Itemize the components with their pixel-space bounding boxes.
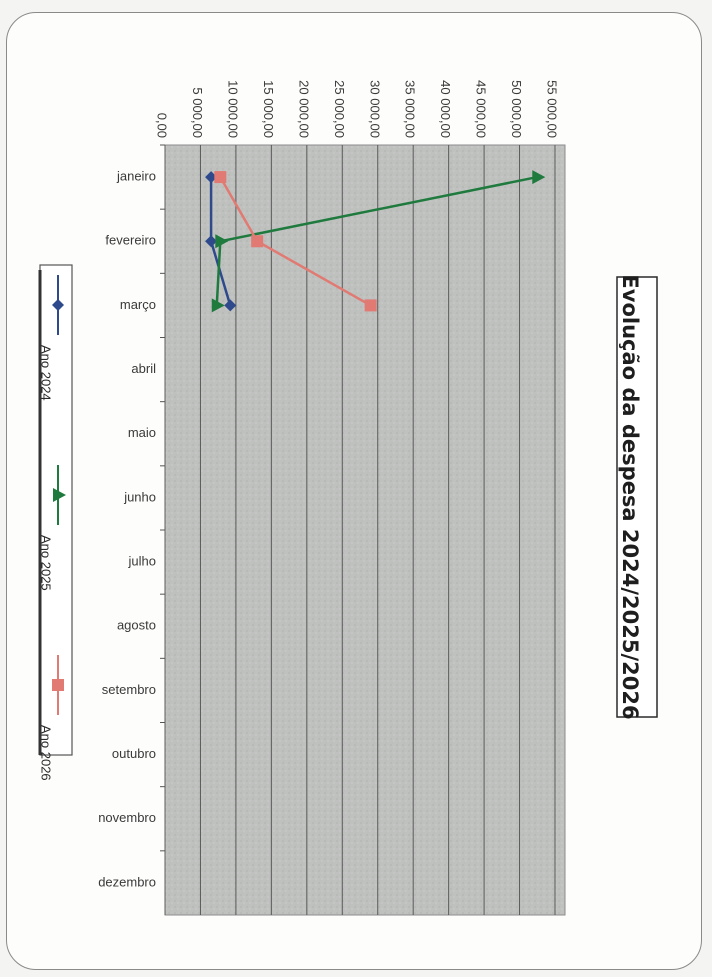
series-ano-2026: [214, 171, 377, 312]
series-ano-2025: [211, 170, 546, 313]
legend-items: Ano 2024 Ano 2025 Ano 2026: [39, 275, 66, 781]
diamond-marker: [52, 299, 64, 311]
legend-item: Ano 2025: [39, 465, 66, 591]
triangle-marker: [53, 488, 66, 502]
value-tick-label: 0,00: [155, 113, 170, 138]
legend-item: Ano 2024: [39, 275, 64, 401]
category-label: fevereiro: [105, 233, 156, 248]
diamond-marker: [224, 299, 237, 312]
category-axis: janeiro fevereiro março abril maio junho julho…: [98, 144, 165, 889]
value-axis-ticks: 0,00 5 000,00 10 000,00 15 000,00 20 000,00 2…: [155, 80, 560, 138]
square-marker: [251, 235, 264, 248]
chart-title: Evolução da despesa 2024/2025/2026: [618, 274, 642, 719]
category-label: junho: [123, 489, 156, 504]
value-tick-label: 55 000,00: [545, 80, 560, 138]
category-label: maio: [128, 425, 156, 440]
value-tick-label: 25 000,00: [332, 80, 347, 138]
category-label: julho: [128, 554, 156, 569]
plot-area: [164, 144, 566, 916]
category-label: setembro: [102, 682, 156, 697]
category-label: agosto: [117, 618, 156, 633]
value-tick-label: 30 000,00: [367, 80, 382, 138]
square-marker: [52, 679, 64, 691]
triangle-marker: [532, 170, 546, 185]
value-tick-label: 5 000,00: [190, 87, 205, 138]
value-tick-label: 35 000,00: [403, 80, 418, 138]
square-marker: [214, 171, 227, 184]
value-tick-label: 20 000,00: [296, 80, 311, 138]
square-marker: [364, 299, 377, 312]
category-label: janeiro: [116, 169, 156, 184]
category-label: dezembro: [98, 874, 156, 889]
value-tick-label: 15 000,00: [261, 80, 276, 138]
category-label: novembro: [98, 810, 156, 825]
triangle-marker: [211, 298, 225, 313]
series-layer: [205, 170, 546, 313]
category-label: abril: [131, 361, 156, 376]
legend-label: Ano 2024: [39, 345, 54, 401]
legend: Ano 2024 Ano 2025 Ano 2026: [38, 264, 73, 781]
value-tick-label: 45 000,00: [474, 80, 489, 138]
legend-label: Ano 2026: [39, 725, 54, 781]
series-ano-2024: [205, 171, 237, 312]
value-tick-label: 40 000,00: [438, 80, 453, 138]
legend-item: Ano 2026: [39, 655, 64, 781]
category-label: outubro: [112, 746, 156, 761]
legend-label: Ano 2025: [39, 535, 54, 591]
triangle-marker: [215, 234, 229, 249]
chart-title-box: Evolução da despesa 2024/2025/2026: [616, 274, 658, 720]
diamond-marker: [205, 235, 218, 248]
value-tick-label: 50 000,00: [509, 80, 524, 138]
diamond-marker: [205, 171, 218, 184]
value-tick-label: 10 000,00: [225, 80, 240, 138]
category-label: março: [120, 297, 156, 312]
